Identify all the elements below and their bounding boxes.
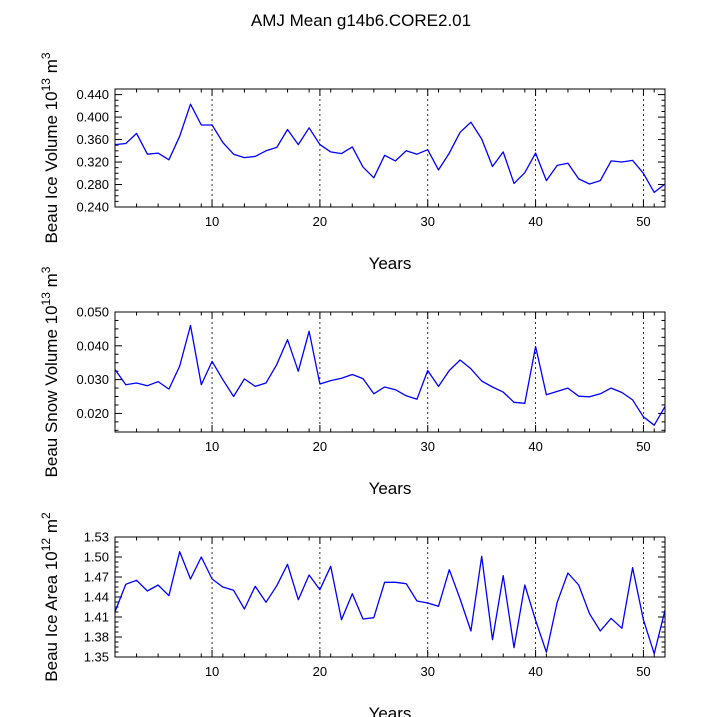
x-tick-label: 20 [313, 439, 327, 454]
plot-frame [114, 536, 666, 658]
y-tick-label: 0.050 [76, 305, 109, 320]
x-tick-label: 20 [313, 214, 327, 229]
panels: 10 20 30 40 50 0.240 0.280 0.320 0.360 0.400 0.440… [39, 52, 666, 717]
y-axis-title-part: m [42, 59, 61, 78]
y-axis-title: Beau Ice Volume 1013 m3 [39, 52, 61, 243]
y-tick-label: 1.38 [84, 630, 109, 645]
chart-panel-2: 10 20 30 40 50 0.020 0.030 0.040 0.050 Years Beau … [39, 266, 666, 498]
y-axis-title: Beau Snow Volume 1013 m3 [39, 266, 61, 477]
x-axis-title: Years [369, 704, 412, 717]
y-axis-title-part: Beau Ice Area 10 [42, 551, 61, 681]
plot-frame [114, 88, 666, 208]
y-axis-title-superscript: 3 [39, 52, 53, 59]
y-tick-label: 0.040 [76, 338, 109, 353]
chart-panel-1: 10 20 30 40 50 0.240 0.280 0.320 0.360 0.400 0.440… [39, 52, 666, 273]
x-tick-label: 30 [421, 439, 435, 454]
y-axis-title-superscript: 2 [39, 512, 53, 519]
y-axis-title-part: m [42, 273, 61, 292]
y-tick-label: 1.44 [84, 590, 109, 605]
x-tick-label: 50 [636, 214, 650, 229]
y-tick-label: 0.360 [76, 132, 109, 147]
y-tick-label: 1.50 [84, 550, 109, 565]
y-axis-title-part: m [42, 519, 61, 538]
y-tick-label: 0.280 [76, 177, 109, 192]
y-axis-title-superscript: 13 [39, 292, 53, 306]
y-axis-title-superscript: 3 [39, 266, 53, 273]
y-axis-title-part: Beau Snow Volume 10 [42, 305, 61, 477]
x-axis-title: Years [369, 479, 412, 498]
y-tick-label: 0.440 [76, 87, 109, 102]
y-tick-label: 0.320 [76, 155, 109, 170]
x-tick-label: 10 [205, 664, 219, 679]
x-tick-label: 20 [313, 664, 327, 679]
series-line [114, 324, 666, 426]
x-tick-label: 10 [205, 214, 219, 229]
x-tick-label: 50 [636, 664, 650, 679]
y-axis-title-superscript: 12 [39, 538, 53, 552]
y-axis-title-part: Beau Ice Volume 10 [42, 91, 61, 243]
figure-title: AMJ Mean g14b6.CORE2.01 [251, 11, 471, 30]
y-tick-label: 1.35 [84, 650, 109, 665]
x-tick-label: 40 [528, 664, 542, 679]
x-tick-label: 30 [421, 664, 435, 679]
y-tick-label: 0.030 [76, 372, 109, 387]
y-tick-label: 1.53 [84, 530, 109, 545]
plot-frame [114, 311, 666, 433]
y-tick-label: 0.240 [76, 200, 109, 215]
series-line [114, 551, 666, 655]
chart-panel-3: 10 20 30 40 50 1.35 1.38 1.41 1.44 1.47 1.50 1.53 Ye… [39, 512, 666, 717]
x-tick-label: 10 [205, 439, 219, 454]
y-axis-title-superscript: 13 [39, 78, 53, 92]
x-tick-label: 40 [528, 214, 542, 229]
y-tick-label: 0.020 [76, 406, 109, 421]
series-line [114, 103, 666, 194]
x-tick-label: 40 [528, 439, 542, 454]
x-tick-label: 30 [421, 214, 435, 229]
y-axis-title: Beau Ice Area 1012 m2 [39, 512, 61, 682]
y-tick-label: 0.400 [76, 110, 109, 125]
y-tick-label: 1.41 [84, 610, 109, 625]
x-tick-label: 50 [636, 439, 650, 454]
x-axis-title: Years [369, 254, 412, 273]
y-tick-label: 1.47 [84, 570, 109, 585]
